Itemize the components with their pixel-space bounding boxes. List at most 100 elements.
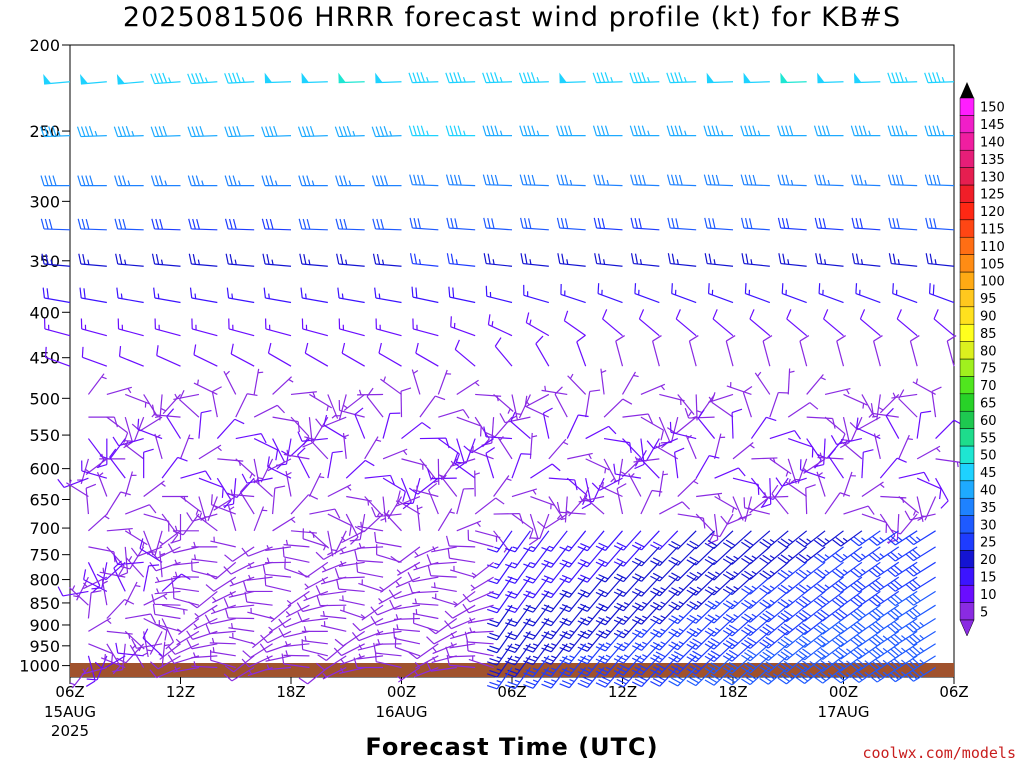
colorbar-label: 130 [980,170,1005,185]
wind-barb-staff [285,604,310,618]
wind-barb-staff [731,643,752,662]
wind-barb-half-flag [321,578,326,584]
wind-barb-half-flag [642,654,648,658]
wind-barb-staff [641,576,660,597]
wind-barb-half-flag [290,518,296,524]
wind-barb-half-flag [715,614,721,618]
wind-barb-flag [899,174,904,186]
wind-barb-flag [541,634,552,640]
wind-barb-staff [708,293,734,304]
wind-barb-staff [193,382,218,395]
wind-barb-half-flag [442,474,447,480]
wind-barb-flag [455,462,465,470]
wind-barb-half-flag [156,588,160,594]
wind-barb-flag [462,409,470,419]
colorbar-label: 15 [980,571,997,586]
wind-barb-flag [747,649,757,657]
wind-barb-flag [600,72,606,83]
wind-barb-flag [689,614,700,622]
colorbar-swatch [959,306,975,325]
wind-barb-flag [722,667,733,674]
wind-barb-flag [813,600,824,608]
wind-barb-staff [586,530,605,552]
wind-barb-staff [209,642,236,645]
wind-barb-staff [338,394,347,420]
wind-barb-flag [523,608,534,613]
wind-barb-half-flag [845,389,850,395]
wind-barb-staff [542,413,550,439]
wind-barb-flag [463,445,473,454]
wind-barb-flag [162,72,168,83]
wind-barb-staff [712,318,734,337]
wind-barb-half-flag [230,623,233,629]
wind-barb-flag [704,217,708,229]
wind-barb-staff [586,630,605,652]
wind-barb-staff [873,340,881,367]
wind-barb-flag [421,174,425,186]
wind-barb-staff [891,81,918,84]
wind-barb-flag [495,497,505,505]
wind-barb-staff [327,484,352,498]
wind-barb-flag [747,661,757,669]
wind-barb-flag [115,253,119,265]
wind-barb-half-flag [285,650,288,656]
wind-barb-flag [671,572,681,579]
wind-barb-staff [437,508,453,532]
wind-barb-staff [806,438,822,461]
wind-barb-staff [68,587,89,606]
wind-barb-flag [655,651,666,658]
wind-barb-flag [191,73,196,84]
x-tick-date: 15AUG [44,703,96,721]
wind-barb-staff [453,462,476,479]
wind-barb-half-flag [846,660,851,665]
wind-barb-flag [341,342,346,354]
wind-barb-staff [161,618,175,643]
wind-barb-staff [732,496,744,521]
wind-barb-flag [686,630,697,638]
wind-barb-flag [276,404,285,414]
wind-barb-flag [744,125,749,136]
wind-barb-staff [532,604,550,627]
wind-barb-staff [361,604,384,621]
wind-barb-staff [876,394,881,421]
wind-barb-flag [925,217,929,229]
wind-barb-flag [855,217,859,229]
wind-barb-flag [528,538,539,546]
wind-barb-pennant [743,72,751,83]
wind-barb-flag [445,174,450,185]
wind-barb-staff [247,611,273,620]
wind-barb-flag [409,174,413,185]
wind-barb-staff [514,561,531,584]
wind-barb-flag [781,125,786,136]
wind-barb-half-flag [660,615,666,619]
wind-barb-flag [604,72,610,83]
wind-barb-flag [668,575,679,582]
wind-barb-staff [468,449,494,460]
wind-barb-flag [445,646,450,657]
wind-barb-flag [616,542,627,548]
wind-barb-staff [550,591,568,613]
wind-barb-staff [522,184,549,187]
wind-barb-flag [577,646,588,652]
wind-barb-half-flag [569,373,574,379]
wind-barb-flag [809,402,819,410]
wind-barb-staff [688,340,697,367]
wind-barb-half-flag [861,537,866,542]
wind-barb-half-flag [378,598,383,603]
wind-barb-staff [342,432,347,459]
wind-barb-flag [872,661,881,669]
wind-barb-staff [623,667,642,688]
wind-barb-staff [786,546,808,564]
wind-barb-staff [840,590,863,608]
wind-barb-staff [675,318,697,337]
wind-barb-staff [233,655,255,673]
wind-barb-flag [817,537,827,545]
wind-barb-staff [786,630,808,649]
wind-barb-staff [215,561,237,580]
wind-barb-half-flag [358,389,362,396]
wind-barb-flag [518,72,524,83]
wind-barb-staff [83,579,108,592]
wind-barb-staff [550,618,568,640]
wind-barb-staff [933,318,955,337]
wind-barb-half-flag [164,180,168,186]
